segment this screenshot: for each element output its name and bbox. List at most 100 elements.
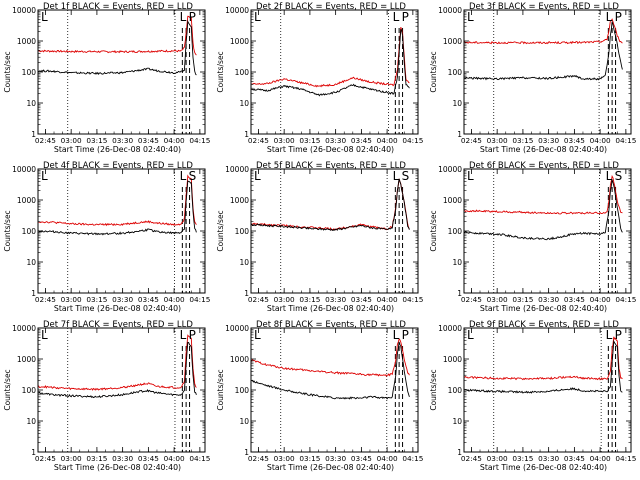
chart-title: Det 5f BLACK = Events, RED = LLD [256,161,406,171]
y-tick-label: 10 [26,258,36,267]
events-series-line [464,21,623,81]
x-tick-label: 03:45 [564,454,585,463]
events-series-line [38,341,197,399]
lld-series-line [38,174,197,227]
x-tick-label: 02:45 [35,136,56,145]
y-tick-label: 1000 [17,355,36,364]
chart-title: Det 1f BLACK = Events, RED = LLD [43,2,193,12]
peak-marker-label: L [393,328,400,342]
x-tick-label: 02:45 [461,136,482,145]
y-tick-label: 1 [31,289,36,298]
y-tick-label: 10 [26,417,36,426]
y-tick-label: 10000 [225,6,249,15]
y-tick-label: 1000 [443,355,462,364]
events-series-line [464,339,623,394]
y-tick-label: 1 [31,448,36,457]
x-tick-label: 03:45 [138,295,159,304]
events-series-line [251,341,410,400]
chart-title: Det 9f BLACK = Events, RED = LLD [469,320,619,330]
x-tick-label: 03:15 [512,295,533,304]
x-tick-label: 04:00 [164,454,185,463]
x-tick-label: 03:30 [538,295,559,304]
y-axis-label: Counts/sec [429,210,438,251]
x-tick-label: 03:30 [112,136,133,145]
x-tick-label: 03:00 [274,136,295,145]
x-tick-label: 03:45 [351,295,372,304]
x-tick-label: 03:00 [274,454,295,463]
x-tick-label: 02:45 [248,295,269,304]
peak-marker-label: S [402,169,410,183]
x-tick-label: 04:00 [590,295,611,304]
events-series-line [38,19,197,76]
corner-marker-label: L [254,328,261,342]
y-tick-label: 10000 [438,165,462,174]
x-tick-label: 03:30 [112,295,133,304]
y-tick-label: 1000 [443,37,462,46]
y-tick-label: 10000 [225,165,249,174]
y-tick-label: 100 [235,68,250,77]
y-tick-label: 1 [457,289,462,298]
y-tick-label: 1 [244,130,249,139]
x-tick-label: 02:45 [35,295,56,304]
y-tick-label: 100 [448,227,463,236]
x-tick-label: 04:15 [402,295,423,304]
corner-marker-label: L [254,169,261,183]
y-tick-label: 100 [235,386,250,395]
x-tick-label: 03:30 [538,454,559,463]
x-tick-label: 03:30 [325,295,346,304]
y-tick-label: 1000 [230,355,249,364]
y-tick-label: 10000 [12,6,36,15]
lld-series-line [251,178,410,231]
x-tick-label: 03:15 [512,136,533,145]
peak-marker-label: L [180,169,187,183]
peak-marker-label: P [189,328,196,342]
x-axis-label: Start Time (26-Dec-08 02:40:40) [480,304,607,313]
lld-series-line [464,18,623,45]
plot-frame [250,168,419,294]
x-tick-label: 03:45 [138,136,159,145]
chart-panel-3: Det 3f BLACK = Events, RED = LLD 1 10 100 10… [429,2,636,154]
events-series-line [464,179,623,241]
peak-marker-label: L [606,10,613,24]
y-tick-label: 10 [239,99,249,108]
x-axis-label: Start Time (26-Dec-08 02:40:40) [267,304,394,313]
x-tick-label: 03:00 [274,295,295,304]
peak-marker-label: L [393,169,400,183]
corner-marker-label: L [467,328,474,342]
y-tick-label: 10000 [225,324,249,333]
lld-series-line [251,338,410,377]
x-axis-label: Start Time (26-Dec-08 02:40:40) [480,145,607,154]
y-tick-label: 1000 [17,37,36,46]
x-tick-label: 02:45 [461,454,482,463]
corner-marker-label: L [41,328,48,342]
x-tick-label: 02:45 [35,454,56,463]
x-tick-label: 03:30 [112,454,133,463]
chart-title: Det 8f BLACK = Events, RED = LLD [256,320,406,330]
y-tick-label: 1000 [230,196,249,205]
y-tick-label: 10 [452,99,462,108]
y-tick-label: 1000 [17,196,36,205]
y-tick-label: 10 [452,258,462,267]
peak-marker-label: L [180,328,187,342]
chart-title: Det 3f BLACK = Events, RED = LLD [469,2,619,12]
y-axis-label: Counts/sec [3,210,12,251]
x-tick-label: 04:15 [615,295,636,304]
y-tick-label: 1000 [230,37,249,46]
y-axis-label: Counts/sec [3,51,12,92]
x-tick-label: 04:00 [164,136,185,145]
y-tick-label: 100 [235,227,250,236]
corner-marker-label: L [467,10,474,24]
chart-panel-1: Det 1f BLACK = Events, RED = LLD 1 10 100 10… [3,2,210,154]
peak-marker-label: P [402,10,409,24]
x-axis-label: Start Time (26-Dec-08 02:40:40) [267,463,394,472]
peak-marker-label: P [615,328,622,342]
x-tick-label: 03:45 [564,295,585,304]
x-tick-label: 04:15 [189,136,210,145]
peak-marker-label: L [606,328,613,342]
y-tick-label: 1 [31,130,36,139]
y-axis-label: Counts/sec [3,369,12,410]
chart-title: Det 6f BLACK = Events, RED = LLD [469,161,619,171]
y-tick-label: 10000 [12,324,36,333]
peak-marker-label: S [615,169,623,183]
chart-panel-8: Det 8f BLACK = Events, RED = LLD 1 10 100 10… [216,320,423,472]
